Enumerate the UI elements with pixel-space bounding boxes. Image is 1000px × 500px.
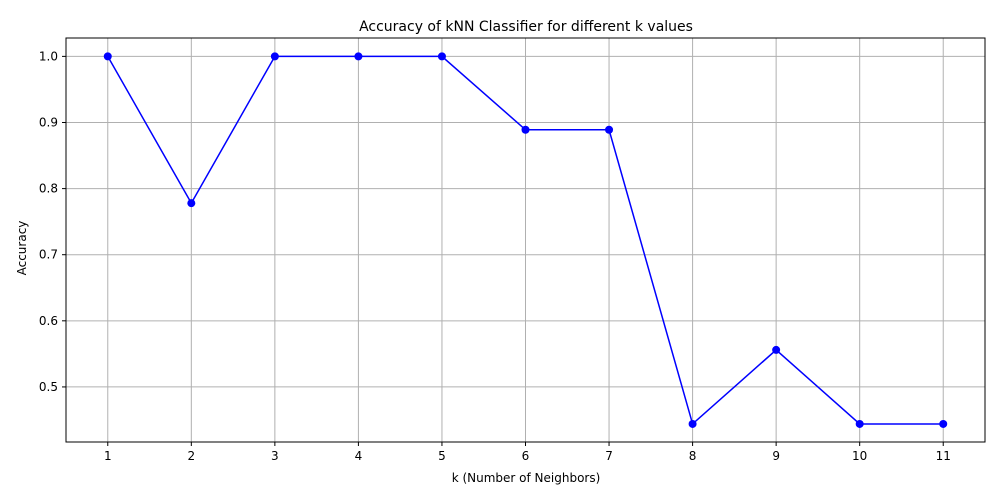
x-tick-label: 7 [605,449,613,463]
y-axis: 0.5 0.6 0.7 0.8 0.9 1.0 [39,49,66,394]
x-tick-label: 4 [355,449,363,463]
y-axis-label: Accuracy [15,221,29,276]
x-tick-label: 1 [104,449,112,463]
x-tick-label: 6 [522,449,530,463]
x-tick-label: 10 [852,449,867,463]
x-tick-label: 9 [772,449,780,463]
y-tick-label: 1.0 [39,49,58,63]
x-axis-label: k (Number of Neighbors) [452,471,601,485]
x-tick-label: 3 [271,449,279,463]
grid [66,38,985,442]
y-tick-label: 0.5 [39,380,58,394]
y-tick-label: 0.7 [39,248,58,262]
data-point [855,419,864,428]
chart-title: Accuracy of kNN Classifier for different… [359,19,693,35]
data-point [605,125,614,134]
series-layer [103,52,948,428]
data-point [521,125,530,134]
data-point [772,345,781,354]
y-tick-label: 0.6 [39,314,58,328]
x-tick-label: 2 [187,449,195,463]
x-tick-label: 11 [936,449,951,463]
data-point [354,52,363,61]
y-tick-label: 0.8 [39,182,58,196]
data-point [688,419,697,428]
data-point [270,52,279,61]
data-point [939,419,948,428]
x-tick-label: 8 [689,449,697,463]
x-tick-label: 5 [438,449,446,463]
x-axis: 1 2 3 4 5 6 7 8 9 10 11 [104,442,951,463]
data-point [437,52,446,61]
data-point [103,52,112,61]
y-tick-label: 0.9 [39,115,58,129]
data-point [187,199,196,208]
